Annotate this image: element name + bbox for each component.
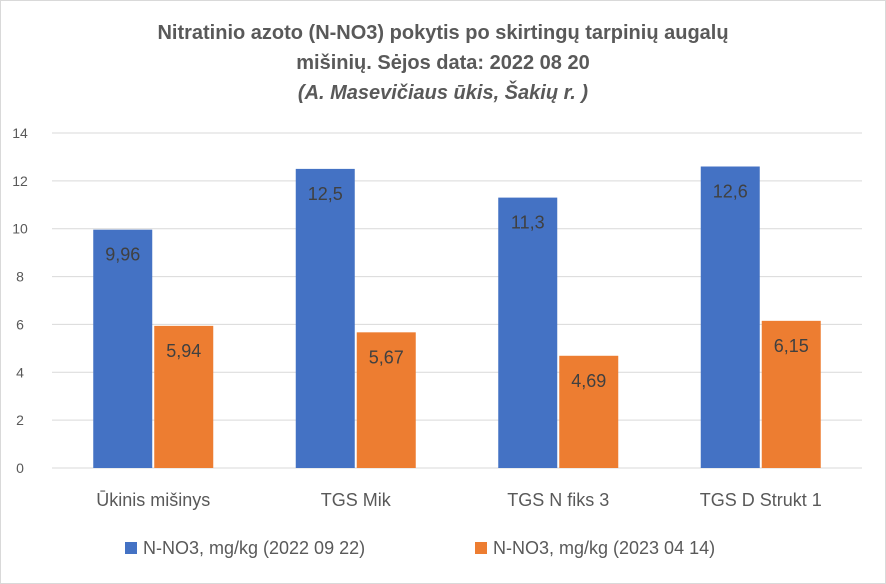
y-tick-label: 0 [16, 460, 24, 476]
x-category-label: TGS Mik [321, 490, 392, 510]
y-tick-label: 2 [16, 412, 24, 428]
legend-swatch [125, 542, 137, 554]
bar [700, 166, 760, 468]
chart-title-line-1: Nitratinio azoto (N-NO3) pokytis po skir… [157, 22, 729, 44]
bar [761, 320, 821, 468]
legend: N-NO3, mg/kg (2022 09 22) N-NO3, mg/kg (2… [125, 538, 715, 558]
data-label: 5,67 [369, 347, 404, 367]
legend-label: N-NO3, mg/kg (2023 04 14) [493, 538, 715, 558]
x-category-label: TGS D Strukt 1 [700, 490, 822, 510]
y-tick-label: 8 [16, 269, 24, 285]
bar [295, 168, 355, 468]
y-tick-label: 12 [12, 173, 28, 189]
y-axis-ticks: 0 2 4 6 8 10 12 14 [12, 125, 28, 476]
y-tick-label: 6 [16, 316, 24, 332]
chart-subtitle: (A. Masevičiaus ūkis, Šakių r. ) [297, 82, 589, 104]
bar [498, 197, 558, 468]
y-tick-label: 14 [12, 125, 28, 141]
bar [93, 229, 153, 468]
chart-title-line-2: mišinių. Sėjos data: 2022 08 20 [296, 52, 590, 74]
x-category-label: TGS N fiks 3 [507, 490, 609, 510]
x-axis-categories: Ūkinis mišinys TGS Mik TGS N fiks 3 TGS D S… [96, 490, 822, 510]
y-tick-label: 10 [12, 221, 28, 237]
legend-label: N-NO3, mg/kg (2022 09 22) [143, 538, 365, 558]
bars [93, 166, 821, 468]
data-label: 12,5 [308, 184, 343, 204]
bar [154, 325, 214, 468]
data-label: 4,69 [571, 371, 606, 391]
bar [559, 355, 619, 468]
data-label: 9,96 [105, 245, 140, 265]
data-labels: 9,96 5,94 12,5 5,67 11,3 4,69 12,6 6,15 [105, 182, 809, 391]
data-label: 12,6 [713, 182, 748, 202]
data-label: 5,94 [166, 341, 201, 361]
chart-title: Nitratinio azoto (N-NO3) pokytis po skir… [0, 18, 886, 78]
bar [356, 332, 416, 468]
x-category-label: Ūkinis mišinys [96, 490, 210, 510]
legend-swatch [475, 542, 487, 554]
y-tick-label: 4 [16, 364, 24, 380]
data-label: 11,3 [511, 213, 545, 233]
data-label: 6,15 [774, 336, 809, 356]
